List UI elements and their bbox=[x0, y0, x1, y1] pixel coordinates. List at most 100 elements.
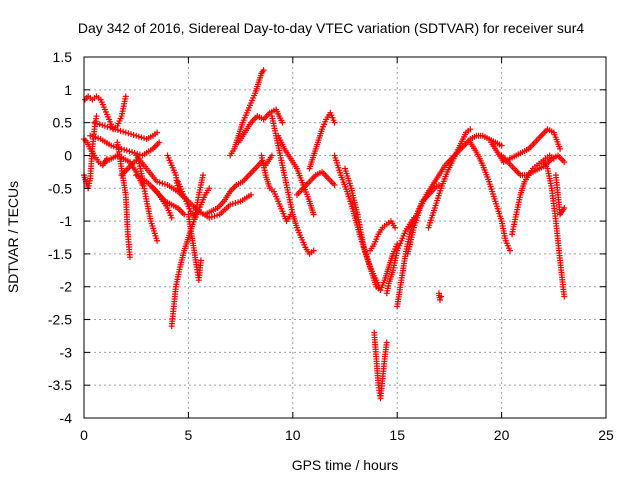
x-tick-label: 25 bbox=[598, 427, 614, 443]
data-point bbox=[92, 134, 99, 141]
data-point bbox=[87, 132, 94, 139]
y-tick-label: -1.5 bbox=[48, 246, 72, 262]
data-point bbox=[214, 212, 221, 219]
data-point bbox=[110, 143, 117, 150]
data-point bbox=[129, 149, 136, 156]
data-point bbox=[331, 119, 338, 126]
data-point bbox=[121, 146, 128, 153]
y-tick-label: -2 bbox=[60, 279, 73, 295]
data-point bbox=[126, 254, 133, 261]
data-point bbox=[438, 293, 445, 300]
series-arc-31 bbox=[425, 126, 474, 231]
y-tick-label: 1.5 bbox=[53, 49, 73, 65]
data-point bbox=[122, 129, 129, 136]
y-tick-label: 0 bbox=[64, 147, 72, 163]
data-point bbox=[498, 142, 505, 149]
data-point bbox=[437, 296, 444, 303]
data-point bbox=[392, 224, 399, 231]
data-point bbox=[135, 133, 142, 140]
y-tick-label: -3.5 bbox=[48, 377, 72, 393]
data-point bbox=[89, 133, 96, 140]
data-point bbox=[168, 214, 175, 221]
data-point bbox=[108, 142, 115, 149]
data-point bbox=[117, 127, 124, 134]
axis-ticks: 1.5 1 0.5 0 -0.5 -1 -1.5 -2 -2.5 -3 -3.5 -4 0 5 10 15 20… bbox=[48, 49, 614, 443]
data-point bbox=[94, 120, 101, 127]
y-tick-label: -2.5 bbox=[48, 312, 72, 328]
data-point bbox=[234, 199, 241, 206]
data-point bbox=[229, 200, 236, 207]
data-point bbox=[156, 139, 163, 146]
chart-title: Day 342 of 2016, Sidereal Day-to-day VTE… bbox=[78, 20, 584, 36]
data-point bbox=[138, 134, 145, 141]
data-point bbox=[561, 204, 568, 211]
data-point bbox=[126, 148, 133, 155]
data-point bbox=[133, 132, 140, 139]
y-tick-label: 1 bbox=[64, 82, 72, 98]
x-tick-label: 15 bbox=[389, 427, 405, 443]
y-tick-label: -3 bbox=[60, 344, 73, 360]
data-point bbox=[227, 201, 234, 208]
data-point bbox=[125, 130, 132, 137]
data-point bbox=[279, 119, 286, 126]
data-point bbox=[154, 178, 161, 185]
series-arc-35 bbox=[509, 152, 557, 238]
data-point bbox=[112, 126, 119, 133]
data-point bbox=[154, 237, 161, 244]
data-point bbox=[310, 211, 317, 218]
data-point bbox=[206, 185, 213, 192]
data-point bbox=[161, 181, 168, 188]
data-point bbox=[93, 113, 100, 120]
series-arc-37 bbox=[540, 159, 568, 300]
data-point bbox=[101, 122, 108, 129]
data-point bbox=[159, 180, 166, 187]
series-arc-2 bbox=[82, 93, 129, 133]
x-axis-label: GPS time / hours bbox=[292, 457, 399, 473]
series-arc-32 bbox=[435, 290, 445, 303]
series-arc-4 bbox=[91, 119, 161, 143]
series-arc-27 bbox=[371, 329, 390, 402]
data-point bbox=[107, 124, 114, 131]
data-point bbox=[467, 126, 474, 133]
x-tick-label: 0 bbox=[80, 427, 88, 443]
data-point bbox=[96, 121, 103, 128]
series-arc-8 bbox=[118, 155, 161, 244]
data-point bbox=[331, 181, 338, 188]
y-axis-label: SDTVAR / TECUs bbox=[5, 181, 21, 293]
series-arc-30 bbox=[404, 132, 505, 257]
series-arc-12 bbox=[168, 185, 213, 330]
data-point bbox=[561, 293, 568, 300]
series-arc-11 bbox=[149, 185, 188, 218]
data-point bbox=[268, 152, 275, 159]
series-arc-38 bbox=[552, 172, 568, 218]
series-arc-15 bbox=[185, 211, 204, 284]
data-markers bbox=[81, 67, 568, 402]
grid bbox=[84, 57, 606, 418]
series-arc-33 bbox=[467, 139, 513, 254]
data-point bbox=[127, 131, 134, 138]
data-point bbox=[114, 127, 121, 134]
data-point bbox=[248, 191, 255, 198]
data-point bbox=[377, 287, 384, 294]
data-point bbox=[156, 179, 163, 186]
y-tick-label: -1 bbox=[60, 213, 73, 229]
data-point bbox=[99, 122, 106, 129]
data-point bbox=[561, 159, 568, 166]
data-point bbox=[208, 213, 215, 220]
data-point bbox=[435, 181, 442, 188]
series-arc-14 bbox=[164, 152, 186, 198]
y-tick-label: -0.5 bbox=[48, 180, 72, 196]
data-point bbox=[95, 135, 102, 142]
series-arc-18 bbox=[235, 106, 286, 146]
data-point bbox=[179, 191, 186, 198]
data-point bbox=[122, 93, 129, 100]
data-point bbox=[310, 247, 317, 254]
data-point bbox=[260, 67, 267, 74]
data-point bbox=[232, 200, 239, 207]
data-point bbox=[104, 123, 111, 130]
data-point bbox=[211, 213, 218, 220]
plot-frame bbox=[83, 56, 607, 419]
data-point bbox=[383, 339, 390, 346]
